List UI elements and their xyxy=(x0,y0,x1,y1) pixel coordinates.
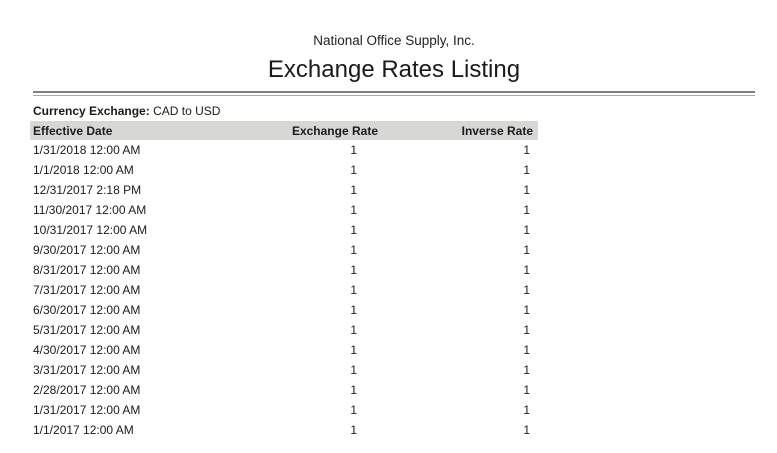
currency-exchange-label: Currency Exchange: xyxy=(33,104,150,118)
effective-date-cell: 10/31/2017 12:00 AM xyxy=(33,223,148,237)
inverse-rate-cell: 1 xyxy=(523,383,530,397)
currency-exchange-value: CAD to USD xyxy=(153,104,221,118)
exchange-rate-cell: 1 xyxy=(350,283,357,297)
effective-date-cell: 11/30/2017 12:00 AM xyxy=(33,203,147,217)
table-row: 12/31/2017 2:18 PM 1 1 xyxy=(30,180,538,200)
exchange-rates-table: Effective Date Exchange Rate Inverse Rat… xyxy=(30,121,538,440)
effective-date-cell: 7/31/2017 12:00 AM xyxy=(33,283,141,297)
effective-date-cell: 12/31/2017 2:18 PM xyxy=(33,183,142,197)
table-row: 10/31/2017 12:00 AM 1 1 xyxy=(30,220,538,240)
table-row: 8/31/2017 12:00 AM 1 1 xyxy=(30,260,538,280)
table-row: 2/28/2017 12:00 AM 1 1 xyxy=(30,380,538,400)
inverse-rate-cell: 1 xyxy=(523,343,530,357)
table-body: 1/31/2018 12:00 AM 1 1 1/1/2018 12:00 AM… xyxy=(30,140,538,440)
effective-date-cell: 3/31/2017 12:00 AM xyxy=(33,363,141,377)
inverse-rate-cell: 1 xyxy=(523,183,530,197)
inverse-rate-cell: 1 xyxy=(523,283,530,297)
inverse-rate-cell: 1 xyxy=(523,243,530,257)
table-row: 4/30/2017 12:00 AM 1 1 xyxy=(30,340,538,360)
exchange-rate-cell: 1 xyxy=(350,303,357,317)
exchange-rate-cell: 1 xyxy=(350,363,357,377)
page-title: Exchange Rates Listing xyxy=(267,56,521,83)
inverse-rate-cell: 1 xyxy=(523,303,530,317)
currency-exchange-line: Currency Exchange: CAD to USD xyxy=(33,104,220,118)
effective-date-cell: 9/30/2017 12:00 AM xyxy=(33,243,141,257)
table-row: 11/30/2017 12:00 AM 1 1 xyxy=(30,200,538,220)
exchange-rate-cell: 1 xyxy=(350,323,357,337)
table-row: 5/31/2017 12:00 AM 1 1 xyxy=(30,320,538,340)
effective-date-cell: 1/1/2018 12:00 AM xyxy=(33,163,134,177)
company-name: National Office Supply, Inc. xyxy=(313,33,475,48)
table-row: 9/30/2017 12:00 AM 1 1 xyxy=(30,240,538,260)
inverse-rate-cell: 1 xyxy=(523,363,530,377)
exchange-rate-cell: 1 xyxy=(350,143,357,157)
inverse-rate-cell: 1 xyxy=(523,203,530,217)
inverse-rate-cell: 1 xyxy=(523,403,530,417)
table-header-row: Effective Date Exchange Rate Inverse Rat… xyxy=(30,121,538,140)
column-header-exchange-rate: Exchange Rate xyxy=(291,123,378,138)
exchange-rate-cell: 1 xyxy=(350,243,357,257)
inverse-rate-cell: 1 xyxy=(523,423,530,437)
effective-date-cell: 1/31/2018 12:00 AM xyxy=(33,143,141,157)
inverse-rate-cell: 1 xyxy=(523,323,530,337)
effective-date-cell: 6/30/2017 12:00 AM xyxy=(33,303,141,317)
exchange-rate-cell: 1 xyxy=(350,343,357,357)
table-row: 1/31/2018 12:00 AM 1 1 xyxy=(30,140,538,160)
column-header-effective-date: Effective Date xyxy=(33,123,113,138)
exchange-rate-cell: 1 xyxy=(350,263,357,277)
exchange-rate-cell: 1 xyxy=(350,163,357,177)
effective-date-cell: 2/28/2017 12:00 AM xyxy=(33,383,141,397)
exchange-rate-cell: 1 xyxy=(350,183,357,197)
effective-date-cell: 8/31/2017 12:00 AM xyxy=(33,263,141,277)
header-divider xyxy=(33,91,755,96)
inverse-rate-cell: 1 xyxy=(523,263,530,277)
inverse-rate-cell: 1 xyxy=(523,163,530,177)
table-row: 1/1/2018 12:00 AM 1 1 xyxy=(30,160,538,180)
effective-date-cell: 1/1/2017 12:00 AM xyxy=(33,423,134,437)
table-row: 3/31/2017 12:00 AM 1 1 xyxy=(30,360,538,380)
inverse-rate-cell: 1 xyxy=(523,143,530,157)
exchange-rate-cell: 1 xyxy=(350,203,357,217)
exchange-rate-cell: 1 xyxy=(350,383,357,397)
exchange-rate-cell: 1 xyxy=(350,403,357,417)
table-row: 1/31/2017 12:00 AM 1 1 xyxy=(30,400,538,420)
table-row: 7/31/2017 12:00 AM 1 1 xyxy=(30,280,538,300)
table-row: 1/1/2017 12:00 AM 1 1 xyxy=(30,420,538,440)
column-header-inverse-rate: Inverse Rate xyxy=(461,123,533,138)
effective-date-cell: 1/31/2017 12:00 AM xyxy=(33,403,141,417)
effective-date-cell: 5/31/2017 12:00 AM xyxy=(33,323,141,337)
table-header: Effective Date Exchange Rate Inverse Rat… xyxy=(30,121,538,140)
exchange-rate-cell: 1 xyxy=(350,423,357,437)
table-row: 6/30/2017 12:00 AM 1 1 xyxy=(30,300,538,320)
inverse-rate-cell: 1 xyxy=(523,223,530,237)
exchange-rate-cell: 1 xyxy=(350,223,357,237)
effective-date-cell: 4/30/2017 12:00 AM xyxy=(33,343,141,357)
